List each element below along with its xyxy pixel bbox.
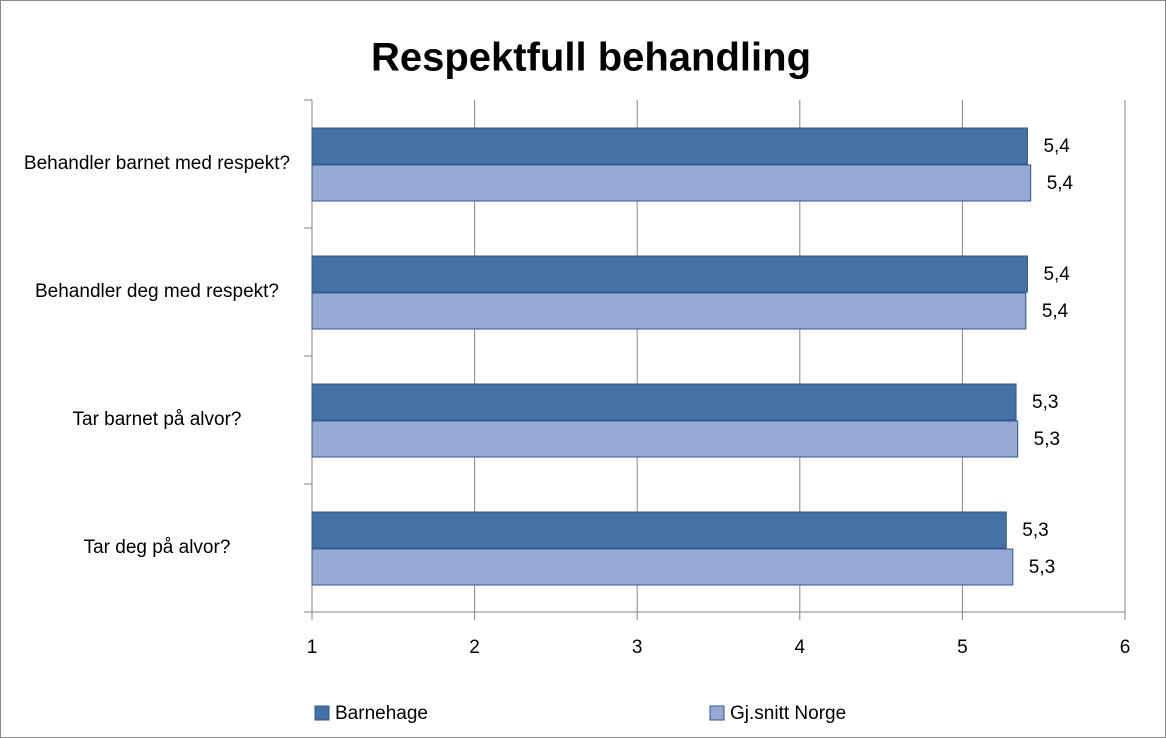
value-label: 5,3 [1029, 557, 1055, 578]
value-label: 5,3 [1034, 429, 1060, 450]
x-tick-label: 5 [957, 637, 968, 658]
legend-swatch [709, 705, 725, 721]
value-label: 5,4 [1043, 136, 1070, 157]
y-tick-label: Behandler deg med respekt? [35, 281, 279, 302]
bar [311, 548, 1014, 586]
legend-label: Gj.snitt Norge [730, 703, 846, 724]
y-tick-label: Tar barnet på alvor? [72, 409, 242, 430]
chart-title: Respektfull behandling [371, 36, 811, 80]
x-tick-label: 4 [795, 637, 806, 658]
x-tick-label: 3 [632, 637, 643, 658]
x-tick-label: 6 [1120, 637, 1131, 658]
legend-swatch [314, 705, 330, 721]
bar [311, 420, 1019, 458]
value-label: 5,4 [1047, 173, 1074, 194]
bar [311, 511, 1007, 549]
x-tick-label: 1 [307, 637, 318, 658]
bar [311, 255, 1028, 293]
x-tick-label: 2 [469, 637, 480, 658]
value-label: 5,4 [1043, 264, 1070, 285]
y-tick-label: Tar deg på alvor? [83, 537, 231, 558]
legend-label: Barnehage [335, 703, 428, 724]
value-label: 5,4 [1042, 301, 1069, 322]
value-label: 5,3 [1032, 392, 1058, 413]
value-label: 5,3 [1022, 520, 1048, 541]
y-tick-label: Behandler barnet med respekt? [23, 153, 291, 174]
bar [311, 292, 1027, 330]
bar [311, 127, 1028, 165]
bar [311, 164, 1032, 202]
bar [311, 383, 1017, 421]
